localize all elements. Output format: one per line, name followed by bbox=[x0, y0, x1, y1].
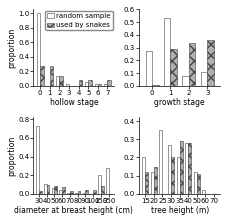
Bar bbox=[52, 188, 54, 194]
Bar bbox=[104, 84, 108, 86]
Bar bbox=[201, 72, 207, 86]
X-axis label: tree height (m): tree height (m) bbox=[151, 206, 209, 215]
Bar bbox=[207, 40, 214, 86]
Bar bbox=[85, 82, 88, 86]
Bar bbox=[171, 157, 174, 194]
Bar bbox=[40, 66, 44, 86]
Bar bbox=[94, 84, 98, 86]
X-axis label: hollow stage: hollow stage bbox=[49, 98, 98, 107]
Bar bbox=[183, 76, 189, 86]
Bar bbox=[142, 157, 145, 194]
Bar bbox=[47, 185, 49, 194]
Bar bbox=[59, 76, 63, 86]
Bar bbox=[56, 76, 59, 86]
Bar bbox=[36, 126, 39, 194]
Bar bbox=[160, 130, 163, 194]
Bar bbox=[78, 191, 80, 194]
Bar bbox=[79, 80, 82, 86]
Bar bbox=[151, 172, 154, 194]
Bar bbox=[180, 141, 183, 194]
Bar bbox=[145, 172, 148, 194]
Bar bbox=[70, 191, 73, 194]
Bar bbox=[98, 84, 101, 86]
Bar bbox=[39, 191, 42, 194]
Bar bbox=[188, 143, 191, 194]
Bar bbox=[101, 186, 104, 194]
Bar bbox=[189, 43, 195, 86]
Bar bbox=[75, 193, 78, 194]
Bar bbox=[152, 85, 158, 86]
X-axis label: diameter at breast height (cm): diameter at breast height (cm) bbox=[14, 206, 133, 215]
X-axis label: growth stage: growth stage bbox=[154, 98, 205, 107]
Bar bbox=[86, 190, 88, 194]
Bar bbox=[83, 193, 86, 194]
Bar bbox=[66, 84, 69, 86]
Bar bbox=[202, 190, 205, 194]
Bar bbox=[164, 18, 170, 86]
Bar bbox=[44, 184, 47, 194]
Bar bbox=[197, 174, 200, 194]
Bar bbox=[50, 66, 53, 86]
Y-axis label: proportion: proportion bbox=[7, 135, 16, 176]
Y-axis label: proportion: proportion bbox=[7, 28, 16, 68]
Bar bbox=[185, 143, 188, 194]
Bar bbox=[93, 190, 96, 194]
Bar bbox=[98, 175, 101, 194]
Bar bbox=[170, 49, 177, 86]
Bar bbox=[106, 168, 109, 194]
Bar bbox=[146, 52, 152, 86]
Bar bbox=[67, 193, 70, 194]
Bar bbox=[108, 80, 111, 86]
Bar bbox=[154, 166, 157, 194]
Bar bbox=[59, 190, 62, 194]
Bar bbox=[37, 13, 40, 86]
Bar bbox=[194, 172, 197, 194]
Bar bbox=[54, 186, 57, 194]
Bar bbox=[177, 157, 180, 194]
Legend: random sample, used by snakes: random sample, used by snakes bbox=[45, 11, 113, 30]
Bar bbox=[168, 145, 171, 194]
Bar bbox=[62, 187, 65, 194]
Bar bbox=[88, 80, 92, 86]
